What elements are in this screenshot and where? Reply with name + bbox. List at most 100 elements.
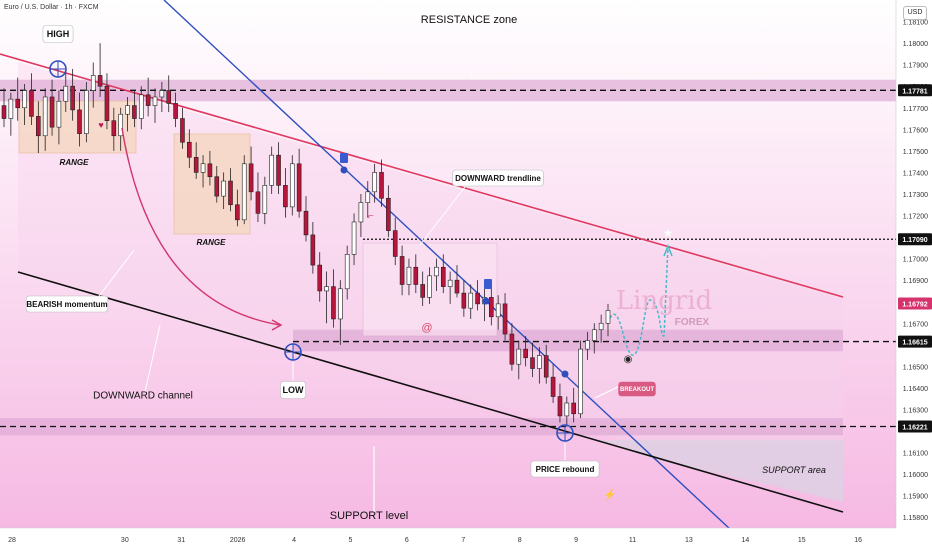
currency-badge[interactable]: USD — [903, 6, 927, 20]
candle-body — [1, 105, 7, 119]
candle-body — [434, 266, 439, 277]
candle-body — [159, 90, 165, 98]
candle-body — [399, 256, 405, 285]
breakout-callout-line — [594, 385, 621, 399]
candle-body — [605, 310, 611, 324]
candle-body — [440, 266, 446, 287]
candle-body — [406, 266, 412, 285]
y-tick-label: 1.17600 — [903, 127, 928, 134]
resistance-trendline — [0, 53, 844, 298]
y-tick-label: 1.16100 — [903, 451, 928, 458]
candle-body — [310, 234, 316, 266]
candle-body — [468, 292, 474, 309]
candle-body — [138, 94, 144, 119]
y-tick-label: 1.15900 — [903, 494, 928, 501]
price-badge-1.16615 — [898, 335, 932, 348]
x-tick-label: 4 — [292, 537, 296, 544]
arrow-down-icon — [484, 279, 492, 289]
candle-body — [22, 90, 27, 109]
label-breakout-box — [618, 381, 656, 397]
label-high: HIGH — [47, 29, 70, 39]
label-price-rebound: PRICE rebound — [536, 465, 595, 474]
candle-body — [255, 191, 261, 214]
price-badge-text: 1.16615 — [902, 340, 927, 347]
candle-body — [591, 329, 597, 341]
price-badge-text: 1.17781 — [902, 88, 927, 95]
candle-body — [550, 376, 556, 397]
bearish-arc-head — [271, 319, 283, 331]
label-low-box — [280, 381, 306, 399]
candle-body — [379, 172, 384, 199]
y-tick-label: 1.16300 — [903, 407, 928, 414]
candle-body — [571, 402, 576, 415]
candle-body — [420, 284, 425, 298]
label-high-box — [42, 25, 74, 43]
candle-body — [338, 288, 343, 320]
y-tick-label: 1.16000 — [903, 472, 928, 479]
label-bearish-momentum: BEARISH momentum — [26, 300, 107, 309]
candle-body — [502, 303, 508, 335]
star-icon: ★ — [663, 226, 674, 240]
label-downward-trendline: DOWNWARD trendline — [455, 174, 541, 183]
candle-body — [427, 275, 432, 298]
price-badge-1.16221 — [898, 420, 932, 433]
label-downward-trendline-box — [452, 169, 544, 187]
label-breakout: BREAKOUT — [620, 387, 654, 393]
candle-body — [269, 154, 274, 186]
candle-body — [461, 292, 467, 309]
candle-body — [303, 210, 309, 236]
candle-body — [530, 357, 535, 369]
time-axis-bg — [0, 528, 932, 550]
candle-body — [509, 333, 515, 365]
candle-body — [63, 85, 69, 102]
candle-body — [207, 163, 213, 178]
candle-body — [125, 105, 130, 115]
watermark-brand: Lingrid — [616, 286, 712, 316]
price-badge-text: 1.17090 — [902, 237, 927, 244]
label-support-level: SUPPORT level — [330, 510, 408, 522]
support-area-fill — [600, 440, 843, 502]
candle-body — [317, 264, 323, 292]
candle-body — [248, 163, 254, 193]
candle-body — [214, 176, 220, 197]
price-badge-text: 1.16792 — [902, 301, 927, 308]
candle-body — [173, 103, 178, 119]
candle-body — [557, 396, 563, 417]
candle-body — [118, 113, 123, 137]
x-tick-label: 30 — [121, 537, 129, 544]
candle-body — [516, 348, 522, 365]
y-tick-label: 1.17900 — [903, 63, 928, 70]
y-tick-label: 1.18100 — [903, 20, 928, 27]
x-tick-label: 13 — [685, 537, 693, 544]
candle-body — [56, 100, 62, 128]
label-bearish-momentum-box — [25, 295, 109, 313]
price-badge-1.17090 — [898, 233, 932, 246]
candle-body — [344, 254, 350, 290]
x-tick-label: 9 — [574, 537, 578, 544]
x-tick-label: 8 — [518, 537, 522, 544]
projection-arrow-head — [663, 243, 673, 257]
candle-body — [475, 292, 480, 305]
lightning-icon: ⚡ — [604, 488, 616, 501]
label-support-area: SUPPORT area — [762, 465, 826, 475]
projection-path — [609, 245, 669, 356]
candle-body — [111, 120, 117, 137]
label-downward-channel: DOWNWARD channel — [93, 391, 193, 402]
candle-body — [543, 355, 549, 378]
x-tick-label: 16 — [854, 537, 862, 544]
candle-body — [386, 197, 391, 231]
candle-body — [262, 185, 268, 214]
trendline-touch-dot — [340, 166, 348, 174]
candle-body — [296, 163, 302, 212]
candle-body — [392, 230, 398, 257]
candle-body — [42, 96, 48, 137]
candle-body — [90, 75, 96, 91]
label-range-2: RANGE — [197, 238, 227, 247]
candle-body — [598, 322, 604, 331]
candle-body — [84, 90, 89, 134]
flag-icon: ⌐ — [368, 211, 374, 222]
candle-body — [578, 348, 583, 415]
y-tick-label: 1.17400 — [903, 170, 928, 177]
down-circle-icon: ↓ — [469, 68, 474, 79]
